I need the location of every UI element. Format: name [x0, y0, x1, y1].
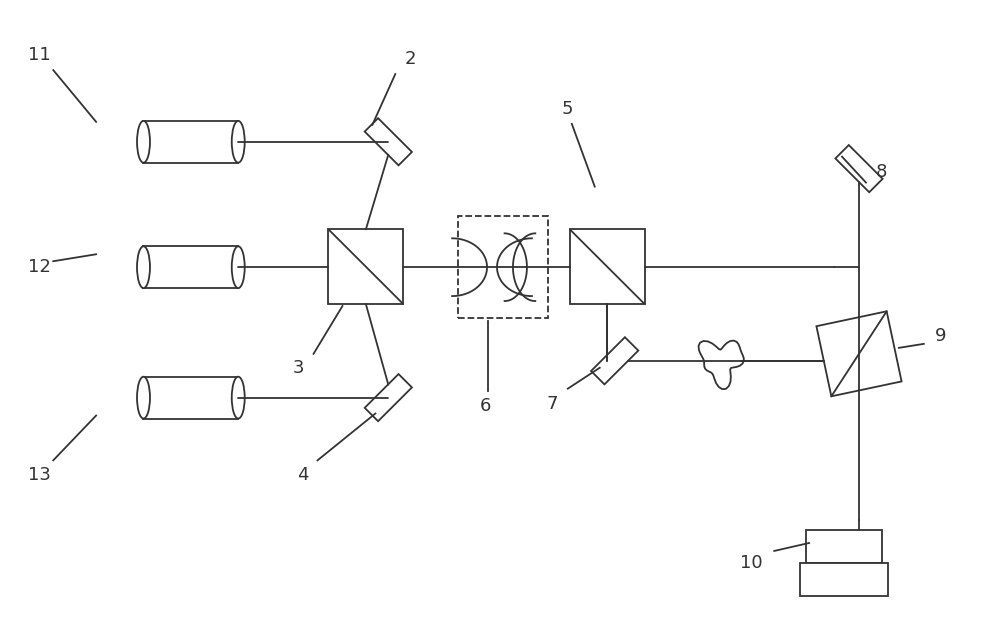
Ellipse shape [232, 246, 245, 288]
Text: 4: 4 [297, 466, 308, 485]
Text: 12: 12 [28, 258, 51, 276]
Text: 2: 2 [404, 50, 416, 68]
Ellipse shape [137, 377, 150, 419]
Text: 10: 10 [740, 554, 763, 572]
Polygon shape [365, 374, 412, 421]
Ellipse shape [137, 246, 150, 288]
Text: 3: 3 [293, 359, 304, 377]
Text: 5: 5 [562, 100, 574, 118]
Text: 11: 11 [28, 46, 51, 64]
Bar [143, 246, 238, 288]
Bar [806, 530, 882, 563]
Ellipse shape [137, 121, 150, 163]
Text: 6: 6 [479, 397, 491, 414]
Polygon shape [835, 145, 883, 192]
Text: 8: 8 [875, 163, 887, 181]
Bar [328, 229, 403, 304]
Bar [143, 121, 238, 163]
Bar [458, 217, 548, 318]
Polygon shape [365, 118, 412, 165]
Bar [800, 563, 888, 596]
Bar [143, 377, 238, 419]
Polygon shape [591, 337, 638, 384]
Bar [570, 229, 645, 304]
Ellipse shape [232, 121, 245, 163]
Text: 9: 9 [935, 327, 947, 345]
Polygon shape [816, 311, 902, 396]
Text: 7: 7 [546, 394, 558, 413]
Ellipse shape [232, 377, 245, 419]
Text: 13: 13 [28, 466, 51, 485]
